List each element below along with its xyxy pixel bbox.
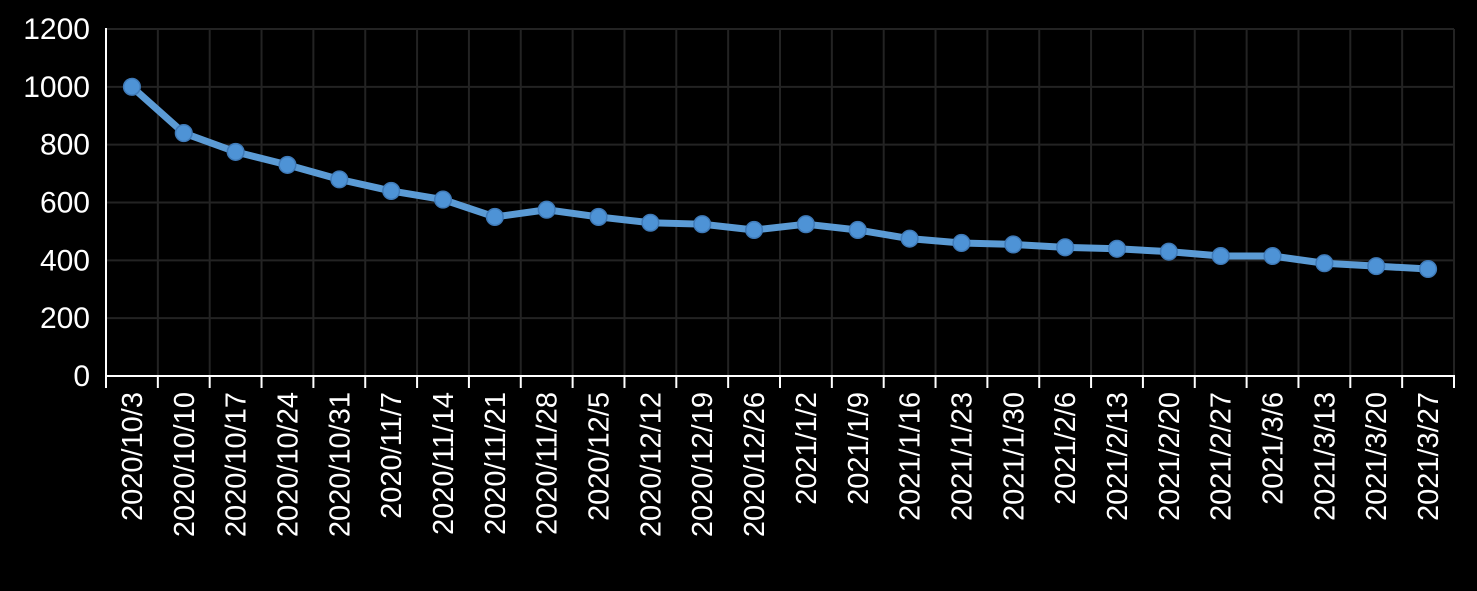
- x-tick-label: 2020/12/26: [739, 392, 771, 537]
- x-tick-label: 2021/2/27: [1206, 392, 1238, 521]
- data-point-marker: [330, 170, 349, 189]
- data-point-marker: [1159, 242, 1178, 261]
- data-point-marker: [122, 77, 141, 96]
- data-point-marker: [796, 215, 815, 234]
- x-tick-label: 2021/1/23: [946, 392, 978, 521]
- x-tick-label: 2021/1/2: [791, 392, 823, 505]
- data-point-marker: [433, 190, 453, 209]
- x-tick-label: 2021/2/20: [1154, 392, 1186, 521]
- x-tick-label: 2020/11/21: [480, 392, 512, 535]
- x-tick-label: 2020/12/5: [584, 392, 616, 521]
- x-tick-label: 2020/11/28: [532, 392, 564, 535]
- data-point-marker: [641, 213, 660, 232]
- data-point-marker: [848, 220, 867, 240]
- x-tick-label: 2020/10/17: [221, 392, 253, 537]
- y-tick-label: 800: [40, 129, 90, 162]
- x-tick-label: 2021/3/6: [1258, 392, 1290, 505]
- x-tick-label: 2020/10/24: [272, 392, 304, 537]
- y-tick-label: 0: [73, 360, 90, 393]
- data-point-marker: [1004, 235, 1023, 254]
- data-point-marker: [174, 124, 193, 143]
- x-tick-label: 2020/11/7: [376, 392, 408, 519]
- data-point-marker: [1315, 254, 1334, 273]
- data-point-marker: [900, 229, 919, 248]
- x-tick-label: 2021/2/13: [1102, 392, 1134, 521]
- data-point-marker: [952, 233, 971, 253]
- data-point-marker: [745, 220, 764, 240]
- x-tick-label: 2020/12/12: [635, 392, 667, 537]
- x-tick-label: 2020/11/14: [428, 392, 460, 535]
- data-point-marker: [537, 200, 556, 219]
- x-tick-label: 2021/1/16: [895, 392, 927, 521]
- y-tick-label: 400: [40, 244, 90, 277]
- x-tick-label: 2020/10/31: [324, 392, 356, 537]
- data-point-marker: [1107, 239, 1127, 258]
- data-point-marker: [589, 207, 608, 227]
- x-tick-label: 2020/12/19: [687, 392, 719, 537]
- data-point-marker: [1367, 257, 1386, 276]
- data-point-marker: [485, 207, 504, 227]
- y-tick-label: 600: [40, 187, 90, 220]
- x-tick-label: 2021/1/9: [843, 392, 875, 505]
- data-point-marker: [1056, 238, 1075, 257]
- data-point-marker: [278, 155, 297, 174]
- data-point-marker: [693, 215, 712, 234]
- y-tick-label: 1000: [23, 71, 90, 104]
- x-tick-label: 2020/10/10: [169, 392, 201, 537]
- x-tick-label: 2020/10/3: [117, 392, 149, 521]
- data-point-marker: [382, 181, 401, 200]
- x-tick-label: 2021/3/20: [1361, 392, 1393, 521]
- data-point-marker: [226, 142, 245, 161]
- y-tick-label: 1200: [23, 13, 90, 46]
- x-tick-label: 2021/3/13: [1309, 392, 1341, 521]
- x-tick-label: 2021/1/30: [998, 392, 1030, 521]
- data-point-marker: [1263, 246, 1282, 266]
- y-tick-label: 200: [40, 302, 90, 335]
- x-tick-label: 2021/2/6: [1050, 392, 1082, 505]
- data-point-marker: [1211, 246, 1230, 266]
- data-point-marker: [1419, 259, 1438, 279]
- x-tick-label: 2021/3/27: [1413, 392, 1445, 521]
